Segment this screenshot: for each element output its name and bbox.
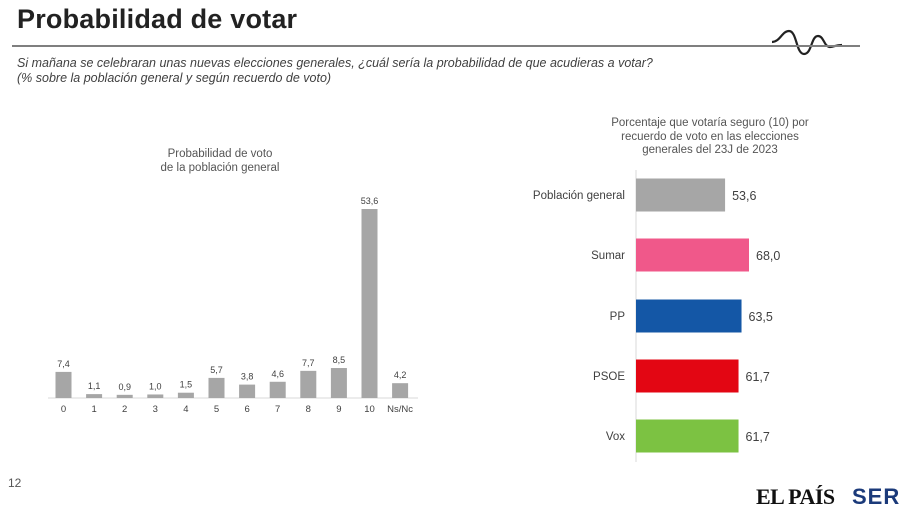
- bar: [55, 371, 72, 398]
- bar-value-label: 1,5: [180, 380, 193, 390]
- x-tick-label: 6: [244, 404, 249, 415]
- bar: [208, 377, 225, 398]
- y-tick-label: PSOE: [593, 371, 625, 383]
- x-tick-label: 5: [214, 404, 219, 415]
- x-tick-label: 9: [336, 404, 341, 415]
- bar-value-label: 8,5: [333, 355, 346, 365]
- bar: [392, 383, 409, 398]
- left-chart-title: Probabilidad de voto de la población gen…: [120, 148, 320, 175]
- right-chart-title-line1: Porcentaje que votaría seguro (10) por: [611, 117, 809, 129]
- bar-value-label: 0,9: [118, 382, 131, 392]
- x-tick-label: 7: [275, 404, 280, 415]
- subtitle: Si mañana se celebraran unas nuevas elec…: [17, 56, 887, 86]
- x-tick-label: Ns/Nc: [387, 404, 413, 415]
- bar-value-label: 7,4: [57, 359, 70, 369]
- bar: [239, 384, 256, 398]
- ser-logo: SER: [852, 484, 900, 509]
- bar: [116, 394, 133, 398]
- bar: [300, 370, 317, 398]
- subtitle-note: (% sobre la población general y según re…: [17, 71, 332, 85]
- x-tick-label: 4: [183, 404, 188, 415]
- page-number: 12: [8, 476, 22, 490]
- bar-value-label: 61,7: [746, 430, 770, 444]
- bar-value-label: 5,7: [210, 365, 223, 375]
- y-tick-label: PP: [610, 311, 626, 323]
- y-tick-label: Población general: [533, 190, 625, 202]
- bar: [636, 299, 742, 333]
- page-title: Probabilidad de votar: [17, 4, 298, 34]
- bar-value-label: 61,7: [746, 370, 770, 384]
- x-tick-label: 0: [61, 404, 66, 415]
- bar: [361, 209, 378, 398]
- bar: [269, 381, 286, 398]
- subtitle-question: Si mañana se celebraran unas nuevas elec…: [17, 56, 653, 70]
- right-chart-title: Porcentaje que votaría seguro (10) por r…: [575, 117, 845, 158]
- bar-value-label: 1,1: [88, 381, 101, 391]
- bar-value-label: 68,0: [756, 249, 780, 263]
- x-tick-label: 8: [306, 404, 311, 415]
- bar: [147, 394, 164, 398]
- el-pais-logo: EL PAÍS: [756, 484, 835, 509]
- y-tick-label: Vox: [606, 431, 625, 443]
- bar-value-label: 4,6: [271, 369, 284, 379]
- bar-value-label: 3,8: [241, 372, 254, 382]
- right-chart-title-line3: generales del 23J de 2023: [642, 144, 778, 156]
- bar: [330, 368, 347, 398]
- x-tick-label: 1: [91, 404, 96, 415]
- left-chart-title-line2: de la población general: [160, 161, 280, 174]
- bar-value-label: 63,5: [749, 310, 773, 324]
- bar-value-label: 7,7: [302, 358, 315, 368]
- x-tick-label: 3: [153, 404, 158, 415]
- bar-value-label: 53,6: [732, 189, 756, 203]
- bar: [636, 238, 749, 272]
- y-tick-label: Sumar: [591, 250, 625, 262]
- bar-value-label: 1,0: [149, 381, 162, 391]
- bar: [636, 419, 739, 453]
- bar: [177, 392, 194, 398]
- bar-value-label: 53,6: [361, 196, 379, 206]
- title-divider: [12, 45, 860, 47]
- bar: [636, 178, 726, 212]
- bar: [636, 359, 739, 393]
- right-chart-title-line2: recuerdo de voto en las elecciones: [621, 130, 799, 143]
- left-chart-title-line1: Probabilidad de voto: [167, 148, 273, 160]
- bar-value-label: 4,2: [394, 370, 407, 380]
- x-tick-label: 10: [364, 404, 375, 415]
- x-tick-label: 2: [122, 404, 127, 415]
- bar: [86, 394, 103, 398]
